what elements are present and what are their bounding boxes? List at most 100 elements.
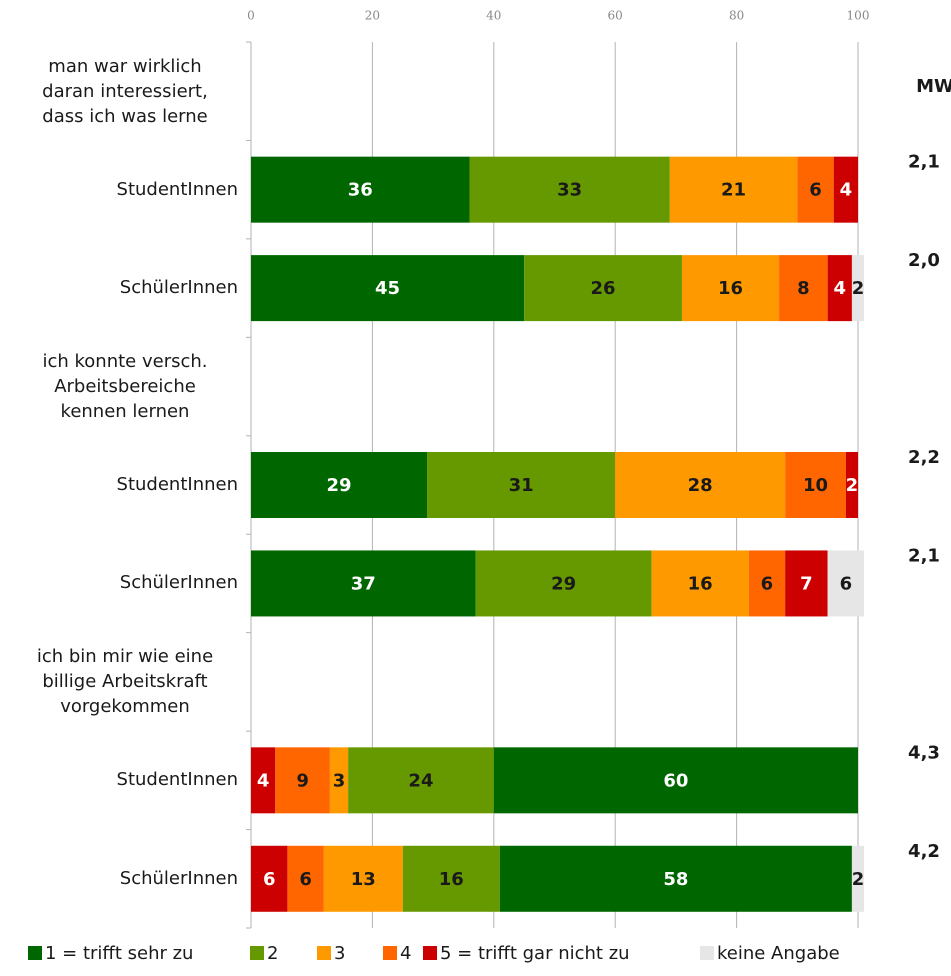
- bar-segment: [851, 845, 865, 912]
- x-tick-label: 0: [247, 9, 255, 23]
- bar-segment: [329, 747, 349, 814]
- bar-segment: [469, 156, 670, 223]
- data-label: 6: [840, 573, 853, 594]
- legend-label: 3: [334, 943, 345, 964]
- bar-segment: [779, 255, 828, 322]
- mw-value: 4,3: [908, 742, 940, 763]
- data-label: 8: [797, 278, 810, 299]
- legend-swatch: [383, 946, 397, 960]
- mw-value: 2,2: [908, 447, 940, 468]
- legend-swatch: [423, 946, 437, 960]
- data-label: 10: [803, 475, 828, 496]
- group-label: ich konnte versch. Arbeitsbereiche kenne…: [42, 351, 208, 423]
- category-label: SchülerInnen: [119, 572, 238, 594]
- data-label: 6: [299, 869, 312, 890]
- data-label: 29: [326, 475, 351, 496]
- group-label: ich bin mir wie eine billige Arbeitskraf…: [36, 646, 214, 718]
- data-label: 28: [688, 475, 713, 496]
- data-label: 4: [257, 770, 270, 791]
- bar-segment: [427, 452, 616, 518]
- data-label: 3: [333, 770, 346, 791]
- data-label: 2: [852, 869, 865, 890]
- bar-segment: [748, 550, 786, 617]
- data-label: 60: [663, 770, 688, 791]
- data-label: 16: [718, 278, 743, 299]
- data-label: 16: [688, 573, 713, 594]
- bar-segment: [348, 747, 494, 814]
- legend-label: 4: [400, 943, 411, 964]
- bar-segment: [251, 452, 428, 518]
- bar-segment: [669, 156, 798, 223]
- bar-segment: [475, 550, 652, 617]
- bar-segment: [493, 747, 858, 814]
- data-label: 26: [591, 278, 616, 299]
- legend-label: 1 = trifft sehr zu: [45, 943, 193, 964]
- mw-header: MW: [916, 76, 951, 97]
- category-label: SchülerInnen: [119, 277, 238, 299]
- bar-segment: [827, 550, 865, 617]
- category-label: StudentInnen: [116, 474, 238, 495]
- category-label: StudentInnen: [116, 178, 238, 200]
- data-label: 21: [721, 180, 746, 201]
- data-label: 36: [348, 180, 373, 201]
- data-label: 6: [263, 869, 276, 890]
- category-label: StudentInnen: [116, 769, 238, 791]
- data-label: 2: [852, 278, 865, 299]
- data-label: 6: [809, 180, 822, 201]
- category-label: SchülerInnen: [119, 867, 238, 889]
- data-label: 9: [296, 770, 309, 791]
- bar-segment: [615, 452, 786, 518]
- data-label: 29: [551, 573, 576, 594]
- data-label: 13: [351, 869, 376, 890]
- legend-label: keine Angabe: [717, 943, 840, 964]
- legend-label: 5 = trifft gar nicht zu: [440, 943, 630, 964]
- legend-swatch: [28, 946, 42, 960]
- bar-segment: [251, 550, 476, 617]
- x-tick-label: 60: [608, 9, 623, 23]
- data-label: 31: [509, 475, 534, 496]
- legend-swatch: [250, 946, 264, 960]
- data-label: 58: [663, 869, 688, 890]
- mw-value: 4,2: [908, 841, 940, 862]
- bar-segment: [524, 255, 682, 322]
- bar-segment: [287, 845, 324, 912]
- data-label: 37: [351, 573, 376, 594]
- data-label: 24: [408, 770, 433, 791]
- data-label: 4: [840, 180, 853, 201]
- bar-segment: [833, 156, 858, 223]
- bar-segment: [251, 747, 276, 814]
- x-tick-label: 20: [365, 9, 380, 23]
- bar-segment: [651, 550, 749, 617]
- bar-segment: [251, 156, 470, 223]
- bar-segment: [851, 255, 865, 322]
- legend-swatch: [700, 946, 714, 960]
- bar-segment: [402, 845, 500, 912]
- x-tick-label: 80: [729, 9, 744, 23]
- bar-segment: [251, 255, 525, 322]
- mw-value: 2,1: [908, 545, 940, 566]
- data-label: 33: [557, 180, 582, 201]
- bar-segment: [323, 845, 403, 912]
- data-label: 45: [375, 278, 400, 299]
- legend-label: 2: [267, 943, 278, 964]
- bar-segment: [797, 156, 834, 223]
- bar-segment: [845, 452, 858, 518]
- legend-swatch: [317, 946, 331, 960]
- mw-value: 2,0: [908, 250, 940, 271]
- data-label: 6: [761, 573, 774, 594]
- data-label: 2: [846, 475, 859, 496]
- x-tick-label: 40: [486, 9, 501, 23]
- bar-segment: [681, 255, 780, 322]
- bar-segment: [499, 845, 852, 912]
- data-label: 7: [800, 573, 813, 594]
- bar-segment: [827, 255, 852, 322]
- bar-segment: [251, 845, 288, 912]
- data-label: 16: [439, 869, 464, 890]
- mw-value: 2,1: [908, 152, 940, 173]
- x-tick-label: 100: [847, 9, 870, 23]
- bar-segment: [275, 747, 330, 814]
- bar-segment: [785, 452, 846, 518]
- bar-segment: [785, 550, 828, 617]
